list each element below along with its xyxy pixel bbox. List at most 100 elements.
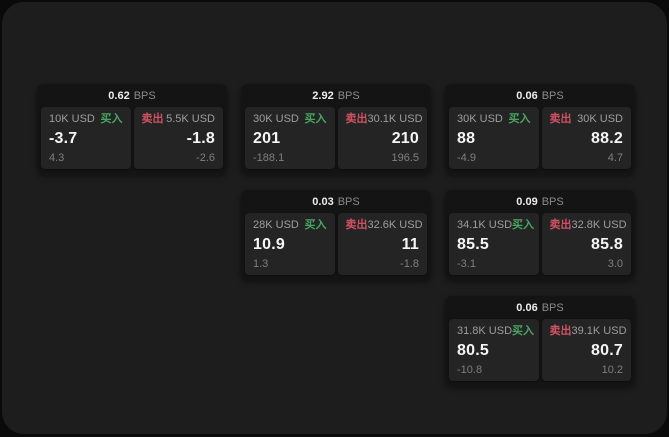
sell-panel-top: 卖出 30.1K USD xyxy=(345,113,423,125)
sell-panel-top: 卖出 30K USD xyxy=(550,113,624,125)
bps-header: 0.62 BPS xyxy=(37,84,227,107)
sell-panel[interactable]: 卖出 39.1K USD 80.7 10.2 xyxy=(541,319,631,381)
bps-header: 2.92 BPS xyxy=(241,84,431,107)
sell-panel-top: 卖出 5.5K USD xyxy=(142,113,216,125)
sell-panel[interactable]: 卖出 32.6K USD 11 -1.8 xyxy=(337,213,427,275)
buy-panel-top: 30K USD 买入 xyxy=(253,113,327,125)
bps-header: 0.06 BPS xyxy=(445,296,635,319)
sell-panel-top: 卖出 32.8K USD xyxy=(549,219,627,231)
sell-amount: 32.6K USD xyxy=(367,219,423,231)
bps-value: 0.62 xyxy=(108,89,130,102)
bps-unit: BPS xyxy=(337,89,360,102)
buy-delta: -188.1 xyxy=(253,152,285,164)
sell-side-label: 卖出 xyxy=(549,219,572,231)
sell-amount: 39.1K USD xyxy=(571,325,627,337)
bps-header: 0.09 BPS xyxy=(445,190,635,213)
bps-unit: BPS xyxy=(337,195,360,208)
buy-amount: 10K USD xyxy=(49,113,95,125)
bps-header: 0.03 BPS xyxy=(241,190,431,213)
sell-delta: 196.5 xyxy=(391,152,419,164)
buy-side-label: 买入 xyxy=(304,219,327,231)
quote-card: 0.09 BPS 34.1K USD 买入 85.5 -3.1 卖出 32.8K… xyxy=(445,190,635,280)
buy-amount: 30K USD xyxy=(253,113,299,125)
buy-price: 85.5 xyxy=(457,236,489,253)
quote-card: 0.06 BPS 30K USD 买入 88 -4.9 卖出 30K USD 8… xyxy=(445,84,635,174)
quote-card: 0.06 BPS 31.8K USD 买入 80.5 -10.8 卖出 39.1… xyxy=(445,296,635,386)
buy-side-label: 买入 xyxy=(512,219,535,231)
bps-value: 0.06 xyxy=(516,301,538,314)
quote-card: 0.62 BPS 10K USD 买入 -3.7 4.3 卖出 5.5K USD… xyxy=(37,84,227,174)
sell-side-label: 卖出 xyxy=(345,219,368,231)
buy-panel-top: 10K USD 买入 xyxy=(49,113,123,125)
quote-card: 0.03 BPS 28K USD 买入 10.9 1.3 卖出 32.6K US… xyxy=(241,190,431,280)
buy-price: 201 xyxy=(253,130,281,147)
bps-unit: BPS xyxy=(541,301,564,314)
quote-body: 28K USD 买入 10.9 1.3 卖出 32.6K USD 11 -1.8 xyxy=(241,213,431,280)
quote-body: 10K USD 买入 -3.7 4.3 卖出 5.5K USD -1.8 -2.… xyxy=(37,107,227,174)
sell-panel[interactable]: 卖出 32.8K USD 85.8 3.0 xyxy=(541,213,631,275)
buy-side-label: 买入 xyxy=(304,113,327,125)
bps-unit: BPS xyxy=(133,89,156,102)
bps-value: 2.92 xyxy=(312,89,334,102)
buy-price: -3.7 xyxy=(49,130,78,147)
sell-delta: -2.6 xyxy=(196,152,215,164)
sell-panel[interactable]: 卖出 5.5K USD -1.8 -2.6 xyxy=(133,107,223,169)
buy-panel[interactable]: 28K USD 买入 10.9 1.3 xyxy=(245,213,335,275)
sell-price: 80.7 xyxy=(591,342,623,359)
sell-panel-top: 卖出 39.1K USD xyxy=(549,325,627,337)
buy-panel[interactable]: 34.1K USD 买入 85.5 -3.1 xyxy=(449,213,539,275)
buy-panel-top: 30K USD 买入 xyxy=(457,113,531,125)
sell-delta: -1.8 xyxy=(400,258,419,270)
sell-side-label: 卖出 xyxy=(345,113,368,125)
sell-price: -1.8 xyxy=(186,130,215,147)
sell-delta: 3.0 xyxy=(607,258,623,270)
sell-amount: 30.1K USD xyxy=(367,113,423,125)
bps-unit: BPS xyxy=(541,195,564,208)
sell-amount: 30K USD xyxy=(577,113,623,125)
buy-panel-top: 28K USD 买入 xyxy=(253,219,327,231)
buy-price: 88 xyxy=(457,130,476,147)
sell-amount: 32.8K USD xyxy=(571,219,627,231)
sell-panel[interactable]: 卖出 30.1K USD 210 196.5 xyxy=(337,107,427,169)
quote-card: 2.92 BPS 30K USD 买入 201 -188.1 卖出 30.1K … xyxy=(241,84,431,174)
sell-panel-top: 卖出 32.6K USD xyxy=(345,219,423,231)
sell-amount: 5.5K USD xyxy=(166,113,215,125)
buy-delta: 4.3 xyxy=(49,152,65,164)
buy-amount: 30K USD xyxy=(457,113,503,125)
buy-price: 80.5 xyxy=(457,342,489,359)
sell-panel[interactable]: 卖出 30K USD 88.2 4.7 xyxy=(541,107,631,169)
buy-panel[interactable]: 31.8K USD 买入 80.5 -10.8 xyxy=(449,319,539,381)
buy-delta: -4.9 xyxy=(457,152,476,164)
bps-header: 0.06 BPS xyxy=(445,84,635,107)
sell-side-label: 卖出 xyxy=(549,325,572,337)
sell-price: 85.8 xyxy=(591,236,623,253)
quote-body: 34.1K USD 买入 85.5 -3.1 卖出 32.8K USD 85.8… xyxy=(445,213,635,280)
sell-price: 210 xyxy=(391,130,419,147)
bps-unit: BPS xyxy=(541,89,564,102)
buy-delta: -3.1 xyxy=(457,258,476,270)
buy-panel-top: 31.8K USD 买入 xyxy=(457,325,535,337)
buy-side-label: 买入 xyxy=(508,113,531,125)
buy-side-label: 买入 xyxy=(512,325,535,337)
quote-body: 30K USD 买入 88 -4.9 卖出 30K USD 88.2 4.7 xyxy=(445,107,635,174)
sell-side-label: 卖出 xyxy=(141,113,164,125)
sell-delta: 10.2 xyxy=(601,364,623,376)
buy-amount: 34.1K USD xyxy=(457,219,513,231)
buy-side-label: 买入 xyxy=(100,113,123,125)
sell-price: 88.2 xyxy=(591,130,623,147)
buy-amount: 31.8K USD xyxy=(457,325,513,337)
sell-price: 11 xyxy=(401,236,419,253)
buy-price: 10.9 xyxy=(253,236,285,253)
buy-delta: -10.8 xyxy=(457,364,483,376)
buy-amount: 28K USD xyxy=(253,219,299,231)
bps-value: 0.06 xyxy=(516,89,538,102)
buy-panel[interactable]: 30K USD 买入 88 -4.9 xyxy=(449,107,539,169)
buy-panel[interactable]: 30K USD 买入 201 -188.1 xyxy=(245,107,335,169)
buy-panel[interactable]: 10K USD 买入 -3.7 4.3 xyxy=(41,107,131,169)
buy-panel-top: 34.1K USD 买入 xyxy=(457,219,535,231)
quote-body: 30K USD 买入 201 -188.1 卖出 30.1K USD 210 1… xyxy=(241,107,431,174)
quote-body: 31.8K USD 买入 80.5 -10.8 卖出 39.1K USD 80.… xyxy=(445,319,635,386)
sell-side-label: 卖出 xyxy=(549,113,572,125)
sell-delta: 4.7 xyxy=(607,152,623,164)
